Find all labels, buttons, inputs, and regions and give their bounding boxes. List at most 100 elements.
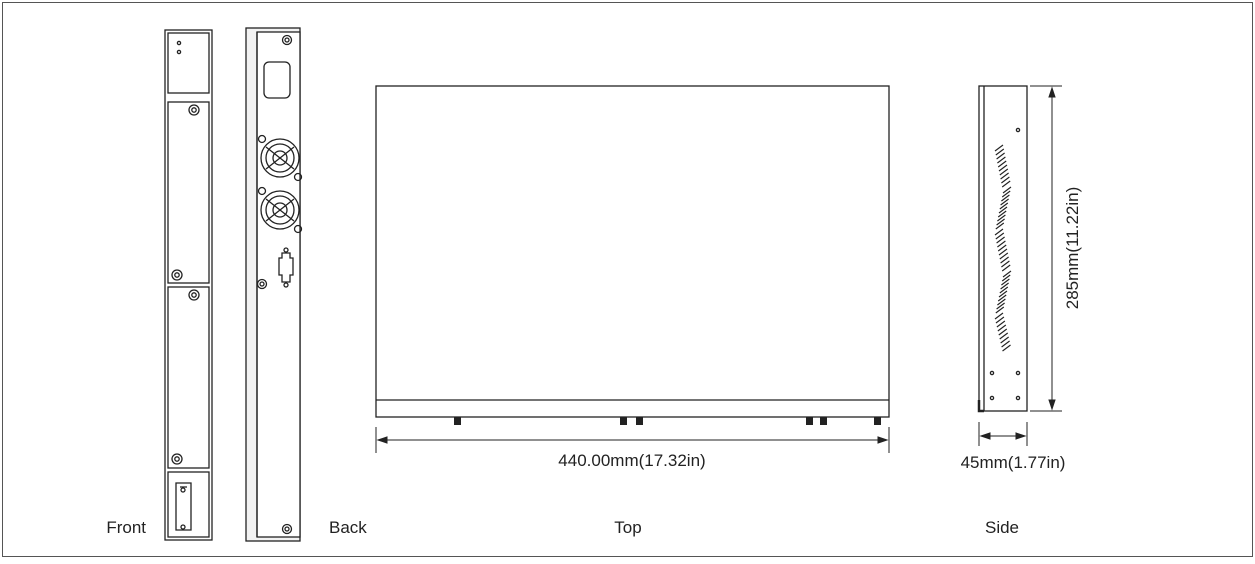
back-screw-side-inner: [259, 281, 265, 287]
height-dimension-label: 45mm(1.77in): [961, 453, 1066, 472]
side-hole-1: [989, 370, 995, 376]
front-slot-2-screw-bottom: [171, 453, 183, 465]
vent-slot: [997, 156, 1006, 164]
side-foot: [977, 400, 984, 413]
fan-1-icon: [257, 134, 303, 182]
side-hole-top: [1015, 127, 1021, 133]
top-view: [375, 85, 890, 453]
top-view-label: Top: [614, 518, 641, 537]
back-screw-side: [256, 278, 268, 290]
front-slot-2-screw-bottom-inner: [174, 456, 180, 462]
vent-slot: [1001, 176, 1010, 184]
height-dimension: [978, 422, 1028, 446]
vent-slot: [994, 144, 1004, 152]
vent-slot: [995, 232, 1005, 240]
console-port-icon: [278, 247, 294, 288]
vent-slot: [995, 222, 1005, 230]
front-slot-1-screw-bottom: [171, 269, 183, 281]
vent-slot: [995, 148, 1005, 156]
depth-dimension: [1030, 85, 1062, 412]
depth-dimension-label: 285mm(11.22in): [1063, 187, 1082, 310]
power-inlet: [263, 61, 291, 99]
front-view: [164, 29, 213, 541]
vent-slot: [1001, 274, 1011, 282]
side-view: [977, 85, 1062, 446]
vent-slot: [998, 328, 1008, 336]
fan-2-icon: [257, 186, 303, 234]
vent-slot: [997, 324, 1007, 332]
vent-slot: [997, 210, 1007, 218]
top-feet: [454, 417, 881, 425]
vent-slot: [1002, 344, 1011, 352]
vent-slot: [998, 206, 1008, 214]
vent-slot: [996, 218, 1005, 226]
front-bottom-module: [167, 471, 210, 538]
side-vent-slots: [994, 144, 1012, 352]
side-hole-4: [1015, 395, 1021, 401]
vent-slot: [1000, 282, 1009, 290]
vent-slot: [996, 320, 1006, 328]
vent-slot: [999, 202, 1009, 210]
front-bottom-screw-top: [180, 487, 186, 493]
side-body-outline: [978, 85, 1028, 412]
front-bottom-bracket: [175, 482, 192, 531]
vent-slot: [997, 160, 1007, 168]
width-dimension: [375, 427, 890, 453]
vent-slot: [1001, 278, 1010, 286]
back-screw-top-inner: [284, 37, 290, 43]
vent-slot: [998, 164, 1008, 172]
front-top-module: [167, 32, 210, 94]
front-slot-1-screw-bottom-inner: [174, 272, 180, 278]
vent-slot: [1001, 190, 1011, 198]
vent-slot: [1000, 198, 1009, 206]
vent-slot: [999, 332, 1009, 340]
vent-slot: [996, 236, 1005, 244]
vent-slot: [1001, 260, 1010, 268]
back-screw-bottom-inner: [284, 526, 290, 532]
vent-slot: [997, 294, 1007, 302]
vent-slot: [1002, 270, 1012, 278]
front-view-label: Front: [106, 518, 146, 537]
vent-slot: [999, 168, 1009, 176]
vent-slot: [995, 316, 1005, 324]
width-dimension-label: 440.00mm(17.32in): [558, 451, 705, 470]
back-view-label: Back: [329, 518, 367, 537]
vent-slot: [994, 228, 1004, 236]
vent-slot: [997, 244, 1007, 252]
vent-slot: [1001, 180, 1011, 188]
vent-slot: [1000, 336, 1009, 344]
vent-slot: [1001, 264, 1011, 272]
vent-slot: [1000, 172, 1009, 180]
front-panel-outline: [164, 29, 213, 541]
vent-slot: [997, 240, 1006, 248]
front-slot-1: [167, 101, 210, 284]
vent-slot: [998, 248, 1008, 256]
front-slot-2-screw-top: [188, 289, 200, 301]
side-view-label: Side: [985, 518, 1019, 537]
vent-slot: [997, 214, 1006, 222]
vent-slot: [996, 152, 1005, 160]
vent-slot: [999, 286, 1009, 294]
vent-slot: [999, 252, 1009, 260]
back-screw-top: [281, 34, 293, 46]
vent-slot: [1001, 194, 1010, 202]
back-screw-bottom: [281, 523, 293, 535]
vent-slot: [997, 298, 1006, 306]
front-led-2: [176, 49, 182, 55]
front-slot-2: [167, 286, 210, 469]
vent-slot: [1002, 186, 1012, 194]
side-hole-2: [1015, 370, 1021, 376]
front-slot-2-screw-top-inner: [191, 292, 197, 298]
front-bottom-screw-bottom: [180, 524, 186, 530]
back-view: [245, 27, 303, 542]
front-slot-1-screw-top: [188, 104, 200, 116]
vent-slot: [994, 312, 1004, 320]
vent-slot: [1000, 256, 1009, 264]
vent-slot: [1001, 340, 1010, 348]
front-slot-1-screw-top-inner: [191, 107, 197, 113]
side-hole-3: [989, 395, 995, 401]
vent-slot: [995, 306, 1005, 314]
